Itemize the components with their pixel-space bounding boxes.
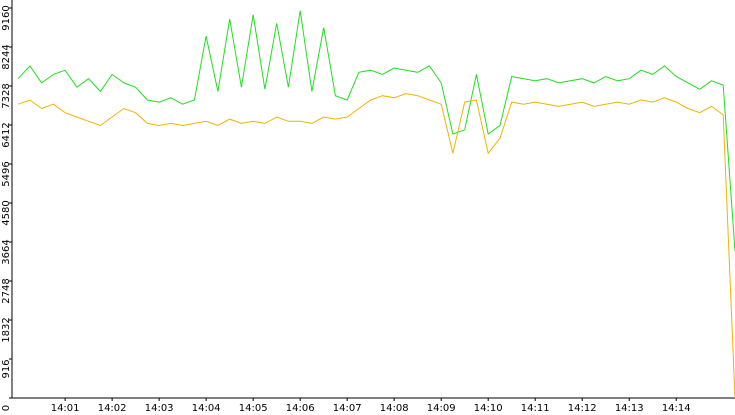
series-line — [17, 10, 735, 252]
x-tick-label: 14:05 — [239, 403, 268, 414]
series-line — [17, 93, 735, 399]
x-tick-label: 14:02 — [98, 403, 127, 414]
x-tick-label: 14:06 — [286, 403, 315, 414]
y-tick-label: 1832 — [1, 317, 12, 342]
y-tick-label: 7328 — [1, 83, 12, 108]
x-tick-label: 14:08 — [380, 403, 409, 414]
y-tick-label: 2748 — [1, 278, 12, 303]
y-tick-label: 5496 — [1, 161, 12, 186]
y-tick-label: 6412 — [1, 122, 12, 147]
y-tick-label: 0 — [1, 405, 12, 411]
y-tick-label: 916 — [1, 359, 12, 378]
x-tick-label: 14:03 — [145, 403, 174, 414]
x-tick-label: 14:01 — [51, 403, 80, 414]
x-tick-label: 14:04 — [192, 403, 221, 414]
x-tick-label: 14:13 — [615, 403, 644, 414]
y-tick-label: 3664 — [1, 239, 12, 264]
y-tick-label: 9160 — [1, 5, 12, 30]
x-tick-label: 14:14 — [662, 403, 691, 414]
x-tick-label: 14:10 — [474, 403, 503, 414]
y-tick-label: 4580 — [1, 200, 12, 225]
x-tick-label: 14:09 — [427, 403, 456, 414]
x-tick-label: 14:11 — [521, 403, 550, 414]
x-tick-label: 14:07 — [333, 403, 362, 414]
x-tick-label: 14:12 — [568, 403, 597, 414]
y-tick-label: 8244 — [1, 44, 12, 69]
